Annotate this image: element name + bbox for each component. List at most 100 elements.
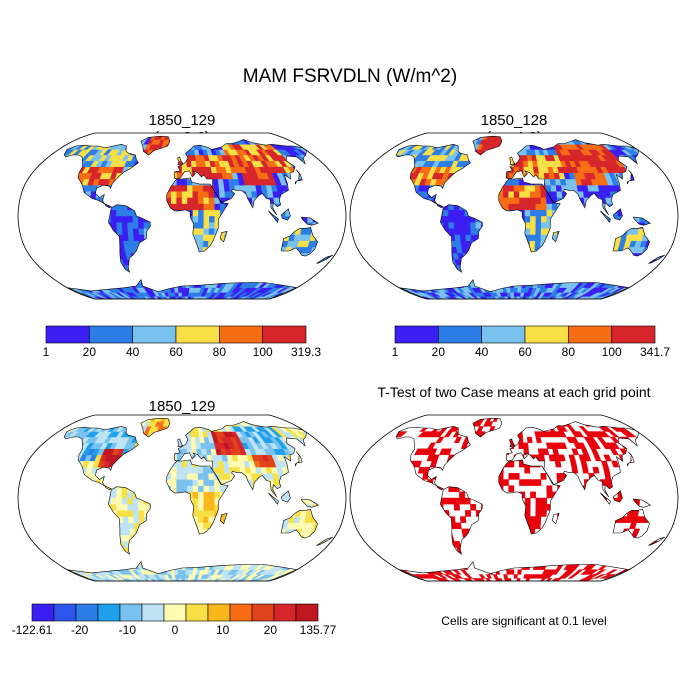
grid-cell (442, 221, 450, 229)
grid-cell (202, 522, 209, 530)
grid-cell (192, 197, 199, 204)
grid-cell (546, 203, 553, 211)
grid-cell (143, 221, 150, 229)
grid-cell (186, 442, 192, 449)
grid-cell (453, 215, 460, 223)
grid-cell (198, 215, 205, 223)
grid-cell (219, 473, 226, 480)
grid-cell (192, 479, 199, 486)
grid-cell (202, 466, 209, 474)
grid-cell (203, 234, 210, 241)
grid-cell (186, 160, 192, 167)
grid-cell (138, 228, 145, 235)
grid-cell (181, 569, 187, 575)
grid-cell (196, 166, 203, 174)
grid-cell (110, 209, 117, 217)
grid-cell (522, 160, 529, 167)
grid-cell (171, 184, 177, 192)
colorbar-swatch (132, 325, 177, 344)
grid-cell (524, 209, 531, 217)
grid-cell (208, 221, 215, 229)
colorbar-label: 40 (126, 345, 140, 359)
grid-cell (176, 184, 183, 192)
grid-cell (110, 215, 117, 223)
colorbar-swatch (262, 325, 307, 344)
grid-cell (178, 574, 183, 579)
grid-cell (524, 203, 531, 211)
grid-cell (551, 191, 558, 198)
grid-cell (223, 466, 231, 474)
grid-cell (176, 191, 183, 198)
grid-cell (454, 228, 461, 235)
map-frame (349, 132, 679, 300)
grid-cell (187, 479, 194, 486)
grid-cell (116, 503, 123, 511)
colorbar-swatch (481, 325, 526, 344)
grid-cell (535, 191, 542, 198)
grid-cell (503, 191, 509, 198)
grid-cell (170, 479, 177, 486)
ocean (350, 133, 678, 299)
colorbar-label: 1 (43, 345, 50, 359)
grid-cell (192, 473, 199, 480)
grid-cell (459, 221, 466, 229)
grid-cell (464, 221, 471, 229)
grid-cell (529, 228, 536, 235)
grid-cell (187, 184, 193, 192)
grid-cell (198, 221, 205, 229)
grid-cell (529, 184, 536, 192)
grid-cell (181, 466, 188, 474)
grid-cell (202, 184, 209, 192)
grid-cell (530, 203, 537, 211)
grid-cell (187, 473, 193, 480)
grid-cell (459, 234, 467, 241)
coastline (63, 135, 333, 300)
colorbar: 1 20 40 60 80 100 319.3 (43, 325, 321, 359)
grid-cell (508, 184, 515, 192)
grid-cell (519, 184, 525, 192)
colorbar-swatch (175, 325, 220, 344)
grid-cell (192, 485, 199, 493)
grid-cell (528, 166, 535, 174)
grid-cell (181, 485, 188, 493)
grid-cell (110, 497, 117, 505)
map-frame (17, 132, 347, 300)
grid-cell (530, 215, 537, 223)
grid-cell (192, 209, 199, 217)
grid-cell (197, 197, 204, 204)
grid-cell (513, 292, 518, 297)
grid-cell (524, 191, 531, 198)
colorbar-swatch (438, 325, 482, 344)
grid-cell (541, 209, 548, 217)
grid-cell (203, 479, 210, 486)
grid-cell (116, 228, 123, 235)
colorbar-label: 100 (602, 345, 622, 359)
grid-cell (197, 522, 204, 530)
grid-cell (535, 203, 542, 211)
grid-cell (176, 460, 183, 468)
grid-cell (176, 485, 183, 493)
grid-cell (529, 234, 536, 241)
grid-cell (116, 510, 123, 517)
grid-cell (181, 178, 188, 186)
grid-cell (208, 510, 215, 517)
grid-cell (513, 203, 520, 211)
grid-cell (508, 191, 515, 198)
grid-cell (524, 184, 531, 192)
colorbar-swatch (45, 325, 90, 344)
grid-cell (209, 497, 216, 505)
grid-cell (535, 209, 542, 217)
grid-cell (459, 209, 466, 217)
grid-cell (502, 197, 509, 204)
colorbar-label: 80 (213, 345, 227, 359)
grid-cell (192, 215, 199, 223)
grid-cell (540, 228, 547, 235)
grid-cell (203, 497, 210, 505)
grid-cell (110, 221, 118, 229)
grid-cell (442, 215, 449, 223)
grid-cell (171, 191, 177, 198)
grid-cell (181, 287, 187, 293)
grid-cell (171, 466, 177, 474)
grid-cell (132, 503, 139, 511)
